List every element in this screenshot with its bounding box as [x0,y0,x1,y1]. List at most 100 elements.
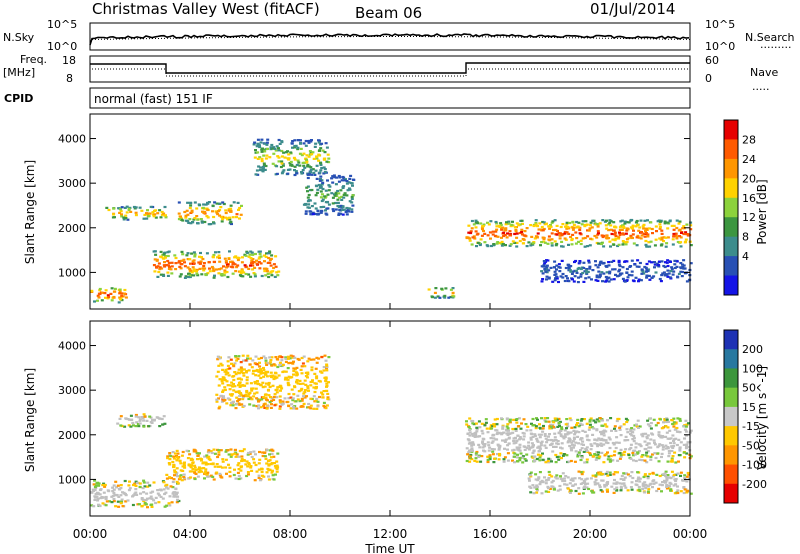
echo-cell [501,425,505,428]
echo-cell [257,260,261,264]
echo-cell [194,469,198,472]
echo-cell [508,244,512,247]
echo-cell [203,220,207,224]
echo-cell [304,139,308,143]
echo-cell [173,474,176,477]
echo-cell [556,440,560,443]
echo-cell [306,376,309,379]
echo-cell [285,376,289,380]
echo-cell [545,222,548,225]
echo-cell [175,467,179,470]
echo-cell [333,194,337,197]
echo-cell [146,506,149,509]
echo-cell [474,226,478,229]
echo-cell [623,484,627,487]
echo-cell [98,287,102,291]
echo-cell [225,472,228,475]
echo-cell [542,240,546,243]
echo-cell [547,461,551,464]
echo-cell [152,215,156,218]
echo-cell [307,357,311,360]
echo-cell [280,155,284,158]
echo-cell [657,431,661,434]
echo-cell [602,272,606,275]
echo-cell [127,484,131,487]
echo-cell [577,221,581,224]
echo-cell [267,389,270,392]
echo-cell [205,215,209,218]
echo-cell [112,500,116,503]
echo-cell [615,441,619,444]
echo-cell [566,476,570,479]
echo-cell [530,235,534,238]
echo-cell [348,188,352,191]
echo-cell [227,463,230,466]
echo-cell [624,448,628,451]
echo-cell [306,163,310,166]
echo-cell [576,225,580,228]
echo-cell [664,470,668,473]
echo-cell [678,228,682,231]
echo-cell [293,139,297,142]
echo-cell [232,378,236,382]
echo-cell [557,280,560,284]
echo-cell [250,455,254,459]
y-tick-label: 4000 [58,133,86,146]
echo-cell [613,425,617,428]
echo-cell [651,453,654,456]
echo-cell [337,174,341,178]
echo-cell [621,277,625,280]
echo-cell [252,272,256,275]
echo-cell [529,244,533,247]
echo-cell [628,475,632,478]
echo-cell [287,392,291,396]
echo-cell [632,434,636,438]
echo-cell [212,269,216,272]
echo-cell [672,445,676,448]
echo-cell [583,236,587,240]
echo-cell [569,489,573,492]
echo-cell [105,500,109,503]
echo-cell [219,273,223,276]
echo-cell [322,166,326,169]
echo-cell [237,402,241,405]
echo-cell [315,155,319,158]
echo-cell [664,425,668,428]
echo-cell [151,490,155,493]
echo-cell [574,259,578,263]
echo-cell [544,420,548,423]
colorbar-frame [723,119,739,296]
echo-cell [660,444,664,447]
echo-cell [598,417,602,420]
echo-cell [244,371,248,374]
echo-cell [685,423,689,426]
echo-cell [335,192,338,195]
echo-cell [163,251,167,254]
echo-cell [212,260,216,263]
echo-cell [588,267,592,270]
echo-cell [653,441,656,444]
echo-cell [509,432,513,435]
echo-cell [646,219,649,222]
echo-cell [627,453,631,457]
echo-cell [188,274,192,277]
echo-cell [174,471,177,474]
echo-cell [223,271,227,274]
echo-cell [473,459,477,462]
echo-cell [208,458,212,461]
echo-cell [560,245,563,248]
echo-cell [147,425,151,428]
echo-cell [557,266,561,269]
echo-cell [177,201,181,204]
echo-cell [515,241,519,244]
echo-cell [610,260,614,263]
echo-cell [315,375,319,378]
echo-cell [657,433,661,436]
echo-cell [265,143,269,146]
echo-cell [542,260,546,263]
echo-cell [237,455,241,458]
echo-cell [656,421,660,425]
echo-cell [682,491,686,495]
echo-band [527,470,693,495]
echo-cell [571,233,575,236]
